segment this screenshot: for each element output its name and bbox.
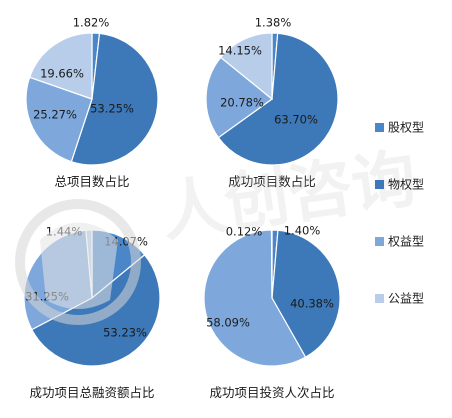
legend-label: 股权型 [388, 121, 424, 135]
pie-chart-title: 成功项目数占比 [228, 174, 316, 189]
pie-chart-2: 1.38% 63.70% 20.78% 14.15% 成功项目数占比 [205, 16, 339, 189]
pie-slice-权益型 [205, 56, 273, 139]
pie-data-label: 1.40% [284, 224, 321, 238]
pie-data-label: 58.09% [206, 316, 250, 330]
pie-chart-title: 成功项目总融资额占比 [29, 385, 154, 400]
pie-data-label: 63.70% [274, 113, 318, 127]
pie-slice-物权型 [217, 32, 339, 166]
pie-chart-1: 1.82% 53.25% 25.27% 19.66% 总项目数占比 [25, 16, 159, 189]
pie-data-label: 1.82% [73, 16, 110, 30]
legend-swatch [375, 180, 384, 189]
watermark-logo-icon [15, 199, 141, 325]
pie-data-label: 25.27% [33, 108, 77, 122]
pie-data-label: 0.12% [226, 225, 263, 239]
watermark-logo-mark [40, 222, 118, 309]
pie-data-label: 19.66% [40, 67, 84, 81]
pie-slice-公益型 [270, 229, 273, 299]
legend-label: 物权型 [388, 178, 424, 192]
pie-data-label: 53.25% [90, 102, 134, 116]
pie-slice-物权型 [70, 32, 159, 166]
pie-chart-title: 总项目数占比 [54, 174, 129, 189]
legend-swatch [375, 294, 384, 303]
legend-swatch [375, 123, 384, 132]
pie-data-label: 1.38% [255, 16, 292, 30]
pie-slice-权益型 [25, 76, 93, 163]
pie-data-label: 20.78% [220, 96, 264, 110]
legend-label: 权益型 [388, 235, 424, 249]
legend-swatch [375, 237, 384, 246]
pie-data-label: 14.15% [218, 44, 262, 58]
pie-data-label: 53.23% [103, 326, 147, 340]
pie-chart-title: 成功项目投资人次占比 [209, 385, 334, 400]
legend-label: 公益型 [388, 292, 424, 306]
pie-slice-权益型 [203, 229, 307, 367]
pie-slice-公益型 [219, 32, 273, 101]
pie-data-label: 40.38% [290, 297, 334, 311]
pie-slice-物权型 [271, 229, 341, 358]
pie-slice-公益型 [28, 32, 93, 100]
pie-chart-4: 1.40% 40.38% 58.09% 0.12% 成功项目投资人次占比 [203, 224, 341, 400]
